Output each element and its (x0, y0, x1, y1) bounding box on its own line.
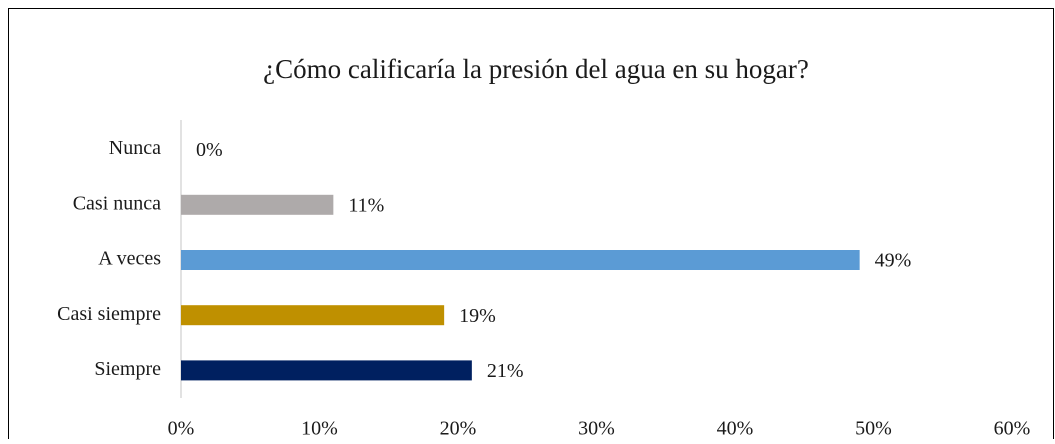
y-tick-label: Siempre (94, 358, 161, 380)
y-tick-label: Nunca (109, 137, 161, 159)
x-tick-label: 50% (855, 418, 892, 439)
x-tick-label: 10% (301, 418, 338, 439)
x-tick-label: 60% (994, 418, 1031, 439)
value-label: 0% (196, 139, 223, 161)
y-tick-label: A veces (98, 248, 161, 270)
bar (181, 360, 472, 381)
x-tick-label: 20% (440, 418, 477, 439)
value-label: 21% (487, 360, 524, 382)
value-label: 11% (348, 194, 384, 216)
value-label: 19% (459, 305, 496, 327)
bar (181, 194, 334, 215)
bar (181, 250, 860, 270)
frame (8, 8, 1054, 444)
bar (181, 305, 445, 326)
y-tick-label: Casi nunca (73, 192, 161, 214)
value-label: 49% (875, 250, 912, 272)
chart-title: ¿Cómo calificaría la presión del agua en… (263, 54, 809, 84)
x-tick-label: 0% (168, 418, 195, 439)
x-tick-label: 30% (578, 418, 615, 439)
y-tick-label: Casi siempre (57, 303, 161, 325)
x-tick-label: 40% (717, 418, 754, 439)
